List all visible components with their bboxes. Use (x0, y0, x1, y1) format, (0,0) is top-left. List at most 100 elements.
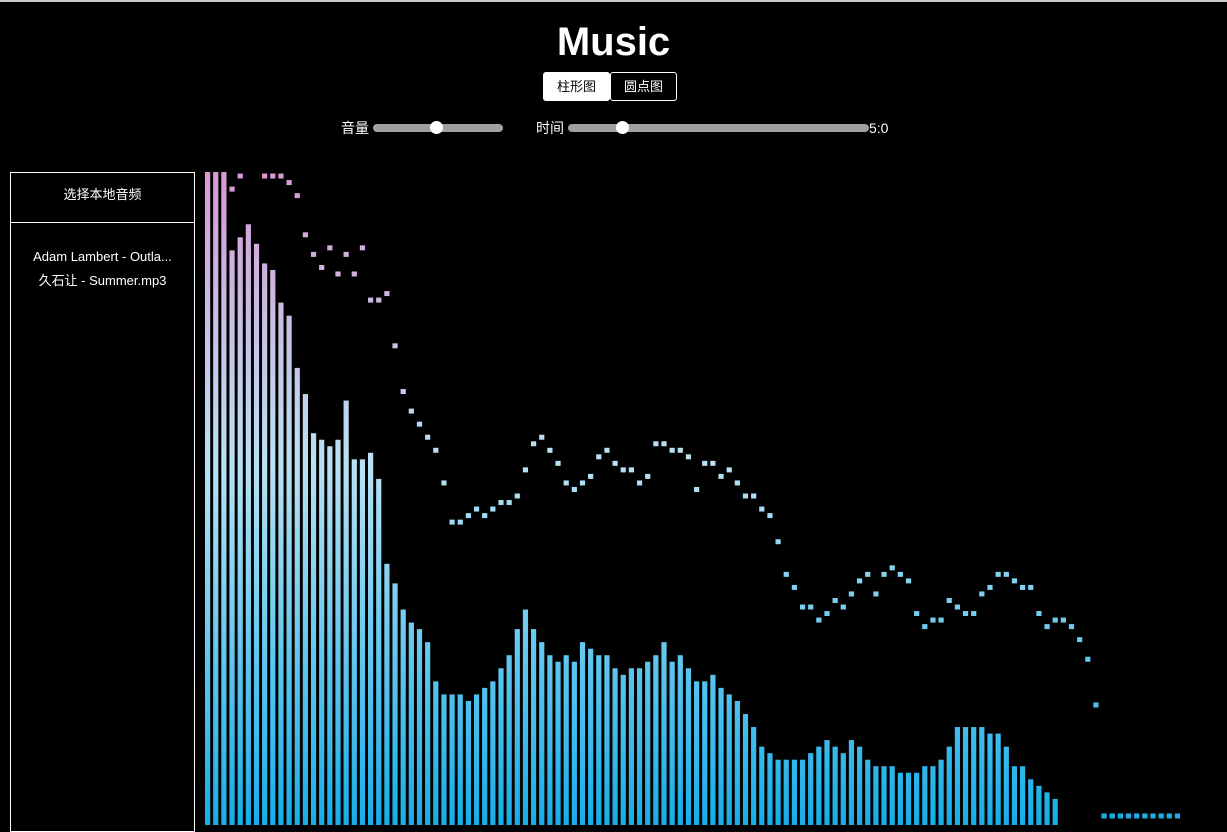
choose-local-audio-button[interactable]: 选择本地音频 (11, 173, 194, 223)
spectrum-bar (808, 753, 814, 825)
spectrum-bar (1052, 798, 1058, 825)
spectrum-peak-cap (384, 291, 390, 297)
spectrum-bar (596, 655, 602, 825)
spectrum-bar (987, 733, 993, 825)
spectrum-bar (1011, 766, 1018, 825)
tab-dot-chart[interactable]: 圆点图 (610, 72, 678, 101)
spectrum-bar (522, 609, 529, 825)
spectrum-peak-cap (995, 571, 1001, 577)
spectrum-bar (791, 759, 797, 825)
spectrum-peak-cap (881, 571, 887, 577)
spectrum-bar (302, 394, 308, 825)
spectrum-peak-cap (506, 500, 512, 506)
spectrum-peak-cap (351, 271, 357, 277)
spectrum-bar (335, 439, 341, 825)
spectrum-peak-cap (848, 591, 855, 597)
spectrum-peak-cap (457, 519, 463, 525)
spectrum-bar (971, 727, 977, 825)
volume-label: 音量 (341, 120, 369, 136)
spectrum-bar (376, 478, 382, 825)
tab-bar-chart[interactable]: 柱形图 (543, 72, 611, 101)
spectrum-peak-cap (897, 571, 903, 577)
spectrum-peak-cap (335, 271, 341, 277)
spectrum-bar (205, 172, 211, 825)
volume-slider-thumb[interactable] (430, 121, 444, 134)
spectrum-bar (229, 250, 235, 825)
song-item[interactable]: Adam Lambert - Outla... (33, 249, 172, 264)
spectrum-peak-cap (767, 513, 773, 519)
time-slider[interactable] (568, 121, 869, 134)
spectrum-peak-cap (971, 611, 977, 617)
spectrum-peak-cap (531, 441, 537, 447)
spectrum-peak-cap (751, 493, 757, 499)
spectrum-peak-cap (840, 604, 846, 610)
volume-slider[interactable] (373, 121, 503, 134)
spectrum-bar (563, 655, 569, 825)
spectrum-bar (351, 459, 357, 825)
spectrum-peak-cap (1101, 813, 1107, 819)
spectrum-bar (408, 622, 414, 825)
spectrum-peak-cap (449, 519, 455, 525)
spectrum-peak-cap (873, 591, 879, 597)
spectrum-bar (702, 681, 708, 825)
spectrum-bar (962, 727, 969, 825)
spectrum-bar (433, 681, 439, 825)
spectrum-bar (1036, 785, 1042, 825)
spectrum-peak-cap (441, 480, 447, 486)
spectrum-peak-cap (628, 467, 634, 473)
time-slider-thumb[interactable] (615, 121, 629, 134)
spectrum-bar (245, 224, 251, 825)
spectrum-peak-cap (482, 513, 488, 519)
spectrum-bar (897, 772, 903, 825)
spectrum-peak-cap (1052, 617, 1058, 623)
spectrum-bar (392, 583, 398, 825)
spectrum-bar (294, 367, 300, 825)
spectrum-peak-cap (799, 604, 806, 610)
spectrum-bar (767, 753, 773, 825)
spectrum-bar (922, 766, 928, 825)
spectrum-peak-cap (514, 493, 520, 499)
song-item[interactable]: 久石让 - Summer.mp3 (38, 273, 167, 288)
spectrum-bar (628, 668, 634, 825)
spectrum-peak-cap (816, 617, 822, 623)
spectrum-bar (1003, 746, 1009, 825)
spectrum-bar (270, 269, 276, 825)
spectrum-peak-cap (302, 232, 308, 238)
spectrum-peak-cap (1142, 813, 1148, 819)
spectrum-bar (889, 766, 895, 825)
spectrum-peak-cap (1117, 813, 1123, 819)
spectrum-bar (555, 661, 561, 825)
spectrum-peak-cap (539, 434, 545, 440)
spectrum-peak-cap (661, 441, 667, 447)
spectrum-bar (449, 694, 455, 825)
spectrum-bar (775, 759, 781, 825)
view-mode-tabs: 柱形图 圆点图 (543, 72, 678, 101)
spectrum-peak-cap (1060, 617, 1066, 623)
spectrum-peak-cap (588, 473, 594, 479)
spectrum-peak-cap (636, 480, 643, 486)
spectrum-peak-cap (1011, 578, 1018, 584)
spectrum-peak-cap (783, 571, 789, 577)
spectrum-peak-cap (294, 193, 300, 199)
spectrum-peak-cap (710, 460, 716, 466)
spectrum-bar (718, 687, 724, 825)
spectrum-peak-cap (343, 251, 349, 257)
spectrum-peak-cap (734, 480, 740, 486)
spectrum-bar (881, 766, 887, 825)
spectrum-peak-cap (938, 617, 944, 623)
spectrum-peak-cap (824, 611, 830, 617)
spectrum-peak-cap (791, 584, 797, 590)
spectrum-peak-cap (555, 460, 561, 466)
spectrum-bar (824, 740, 830, 825)
spectrum-peak-cap (1077, 637, 1083, 643)
spectrum-peak-cap (571, 486, 577, 492)
spectrum-bar (384, 563, 390, 825)
spectrum-bar (310, 433, 317, 825)
spectrum-bar (465, 700, 471, 825)
spectrum-peak-cap (473, 506, 480, 512)
spectrum-peak-cap (645, 473, 651, 479)
spectrum-bar (237, 237, 243, 825)
spectrum-peak-cap (742, 493, 749, 499)
spectrum-bar (726, 694, 732, 825)
spectrum-peak-cap (498, 500, 504, 506)
